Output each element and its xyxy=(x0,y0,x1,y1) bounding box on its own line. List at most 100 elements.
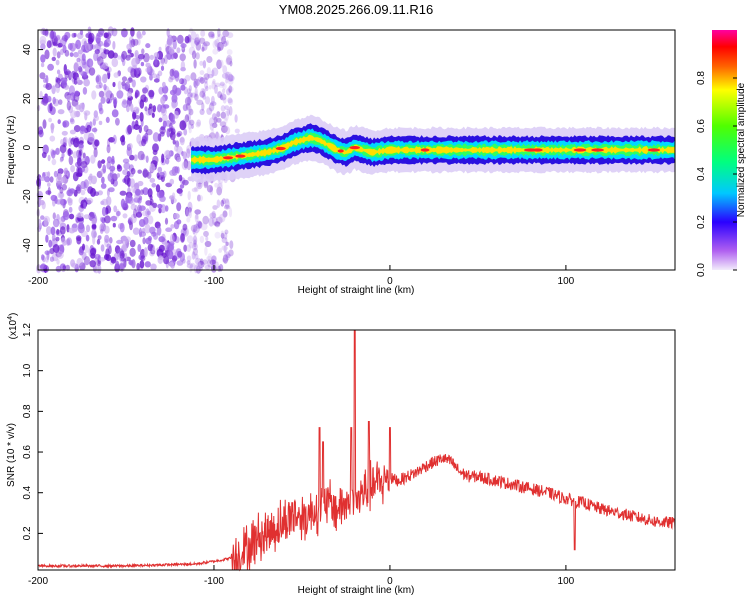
noise-speckle xyxy=(141,30,146,36)
noise-speckle xyxy=(168,46,174,55)
noise-speckle xyxy=(66,237,73,246)
noise-speckle xyxy=(188,127,192,134)
noise-speckle xyxy=(80,189,86,196)
noise-speckle xyxy=(45,74,49,85)
y-tick-label: -40 xyxy=(22,238,33,253)
noise-speckle xyxy=(186,217,191,223)
noise-speckle xyxy=(226,253,231,258)
noise-speckle xyxy=(196,119,201,127)
noise-speckle xyxy=(192,227,198,236)
noise-speckle xyxy=(98,90,105,98)
noise-speckle xyxy=(64,31,71,39)
noise-speckle xyxy=(85,43,91,52)
noise-speckle xyxy=(62,265,66,271)
noise-speckle xyxy=(192,228,196,235)
noise-speckle xyxy=(195,214,199,220)
noise-speckle xyxy=(47,182,51,187)
noise-speckle xyxy=(219,121,227,127)
noise-speckle xyxy=(171,94,178,104)
noise-speckle xyxy=(101,176,105,184)
noise-speckle xyxy=(225,77,229,84)
noise-speckle xyxy=(217,46,221,52)
noise-speckle xyxy=(176,130,183,137)
noise-speckle xyxy=(109,165,116,172)
noise-speckle xyxy=(199,235,205,244)
noise-speckle xyxy=(101,198,109,206)
noise-speckle xyxy=(191,251,196,260)
noise-speckle xyxy=(132,111,137,120)
noise-speckle xyxy=(208,117,215,127)
noise-speckle xyxy=(194,257,202,265)
noise-speckle xyxy=(169,131,176,141)
noise-speckle xyxy=(116,239,123,245)
noise-speckle xyxy=(206,107,213,115)
noise-speckle xyxy=(142,168,148,178)
noise-speckle xyxy=(224,125,229,131)
noise-speckle xyxy=(227,98,234,106)
noise-speckle xyxy=(133,106,140,113)
noise-speckle xyxy=(224,250,227,256)
noise-speckle xyxy=(112,52,119,59)
noise-speckle xyxy=(59,226,66,235)
noise-speckle xyxy=(129,178,135,188)
noise-speckle xyxy=(157,203,163,209)
noise-speckle xyxy=(135,114,140,120)
noise-speckle xyxy=(169,74,177,80)
noise-speckle xyxy=(116,173,120,178)
noise-speckle xyxy=(96,37,101,44)
noise-speckle xyxy=(182,104,188,112)
noise-speckle xyxy=(221,36,227,45)
noise-speckle xyxy=(49,135,56,142)
noise-speckle xyxy=(197,194,201,202)
noise-speckle xyxy=(55,34,61,41)
noise-speckle xyxy=(224,105,230,110)
noise-speckle xyxy=(90,175,97,185)
spectrogram-frame xyxy=(37,29,676,271)
noise-speckle xyxy=(74,90,80,97)
noise-speckle xyxy=(48,117,52,123)
noise-speckle xyxy=(119,222,125,233)
noise-speckle xyxy=(64,49,70,57)
noise-speckle xyxy=(173,110,179,119)
noise-speckle xyxy=(194,37,201,44)
snr-frame xyxy=(37,329,676,571)
noise-speckle xyxy=(196,194,204,202)
noise-speckle xyxy=(116,253,120,260)
ridge-band-4 xyxy=(191,134,675,164)
noise-speckle xyxy=(192,235,198,245)
noise-speckle xyxy=(76,236,82,245)
noise-speckle xyxy=(105,32,112,39)
noise-speckle xyxy=(225,126,231,135)
noise-speckle xyxy=(79,29,84,36)
noise-speckle xyxy=(170,113,175,123)
noise-speckle xyxy=(211,95,215,105)
noise-speckle xyxy=(142,87,148,94)
noise-speckle xyxy=(101,159,106,164)
colorbar-ticks: 0.0 0.2 0.4 0.6 0.8 xyxy=(696,71,737,277)
noise-speckle xyxy=(225,40,229,46)
noise-speckle xyxy=(112,222,116,228)
noise-speckle xyxy=(181,78,187,86)
noise-speckle xyxy=(221,125,228,133)
noise-speckle xyxy=(73,61,80,71)
noise-speckle xyxy=(193,80,197,88)
noise-speckle xyxy=(59,192,64,198)
noise-speckle xyxy=(197,221,203,229)
noise-speckle xyxy=(103,32,109,39)
noise-speckle xyxy=(200,87,206,98)
noise-speckle xyxy=(193,59,197,69)
noise-speckle xyxy=(190,124,194,129)
noise-speckle xyxy=(198,261,202,271)
noise-speckle xyxy=(149,163,156,173)
noise-speckle xyxy=(204,81,209,90)
noise-speckle xyxy=(59,198,67,206)
noise-speckle xyxy=(55,265,62,273)
noise-speckle xyxy=(174,166,179,174)
noise-speckle xyxy=(130,204,137,211)
noise-speckle xyxy=(217,41,224,51)
noise-speckle xyxy=(100,96,106,104)
noise-speckle xyxy=(209,259,217,266)
noise-speckle xyxy=(139,112,144,122)
noise-speckle xyxy=(196,99,204,106)
noise-speckle xyxy=(195,121,201,128)
